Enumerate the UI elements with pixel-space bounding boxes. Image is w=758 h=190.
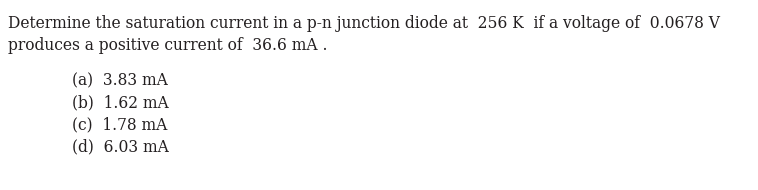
Text: (b)  1.62 mA: (b) 1.62 mA [72, 94, 169, 111]
Text: Determine the saturation current in a p-n junction diode at  256 K  if a voltage: Determine the saturation current in a p-… [8, 15, 720, 32]
Text: (a)  3.83 mA: (a) 3.83 mA [72, 72, 168, 89]
Text: (d)  6.03 mA: (d) 6.03 mA [72, 138, 169, 155]
Text: produces a positive current of  36.6 mA .: produces a positive current of 36.6 mA . [8, 37, 327, 54]
Text: (c)  1.78 mA: (c) 1.78 mA [72, 116, 168, 133]
